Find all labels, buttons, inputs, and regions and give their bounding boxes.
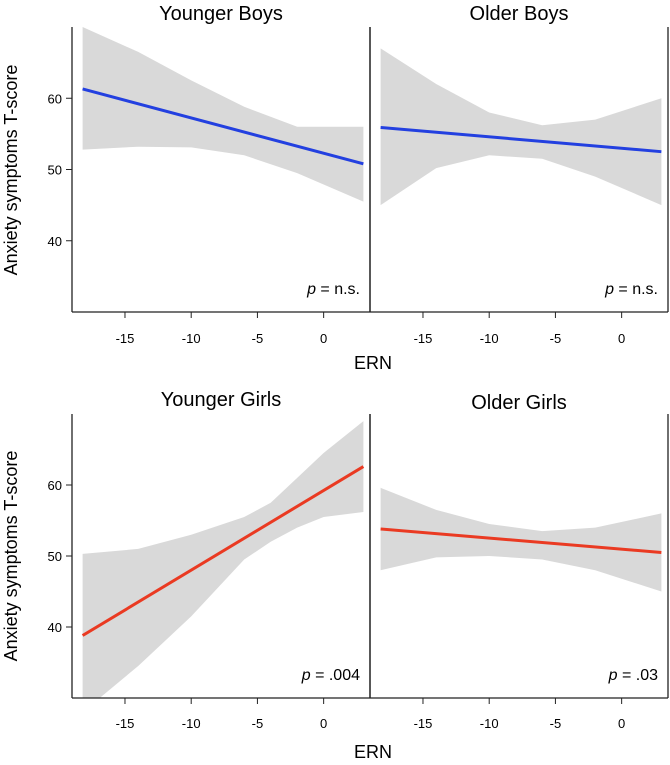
p-value-text: = n.s. bbox=[316, 281, 360, 298]
p-symbol: p bbox=[306, 281, 316, 298]
x-tick-label: -5 bbox=[550, 331, 562, 346]
confidence-band bbox=[82, 27, 364, 202]
x-tick-label: -10 bbox=[480, 331, 499, 346]
x-tick-label: -5 bbox=[550, 716, 562, 731]
regression-line bbox=[82, 87, 364, 166]
confidence-band bbox=[82, 421, 364, 698]
x-axis-label-bottom: ERN bbox=[354, 742, 392, 762]
x-tick-label: -15 bbox=[116, 716, 135, 731]
p-value-text: = n.s. bbox=[614, 281, 658, 298]
panel-title: Younger Girls bbox=[161, 389, 281, 411]
p-value-text: = .03 bbox=[618, 667, 659, 684]
regression-line bbox=[380, 527, 662, 554]
panel-older-boys: -15 -10 -5 0 Older Boys p = n.s. bbox=[369, 3, 669, 346]
x-tick-label: -5 bbox=[252, 716, 264, 731]
y-axis-label-bottom: Anxiety symptoms T-score bbox=[1, 451, 21, 662]
panel-younger-girls: -15 -10 -5 0 40 50 60 Younger Girls p = .004 bbox=[48, 389, 371, 731]
y-tick-label: 40 bbox=[48, 620, 62, 635]
p-value-label: p = .004 bbox=[301, 667, 360, 684]
panel-younger-boys: -15 -10 -5 0 40 50 60 Younger Boys p = n.s. bbox=[48, 3, 371, 346]
p-value-label: p = n.s. bbox=[306, 281, 360, 298]
x-tick-label: -15 bbox=[414, 331, 433, 346]
x-tick-label: 0 bbox=[320, 331, 327, 346]
x-tick-label: 0 bbox=[618, 331, 625, 346]
panel-title: Younger Boys bbox=[159, 3, 283, 25]
panel-title: Older Boys bbox=[470, 3, 569, 25]
x-tick-label: -15 bbox=[414, 716, 433, 731]
x-tick-label: 0 bbox=[618, 716, 625, 731]
x-tick-label: -10 bbox=[182, 331, 201, 346]
x-tick-label: -15 bbox=[116, 331, 135, 346]
x-axis-label-top: ERN bbox=[354, 353, 392, 373]
panel-older-girls: -15 -10 -5 0 Older Girls p = .03 bbox=[369, 392, 669, 731]
p-symbol: p bbox=[301, 667, 311, 684]
x-tick-label: -10 bbox=[480, 716, 499, 731]
y-tick-label: 60 bbox=[48, 478, 62, 493]
confidence-band bbox=[380, 48, 662, 206]
y-axis-label-top: Anxiety symptoms T-score bbox=[1, 65, 21, 276]
x-tick-label: 0 bbox=[320, 716, 327, 731]
regression-line bbox=[81, 465, 365, 637]
p-symbol: p bbox=[608, 667, 618, 684]
p-symbol: p bbox=[604, 281, 614, 298]
x-tick-label: -10 bbox=[182, 716, 201, 731]
y-tick-label: 40 bbox=[48, 234, 62, 249]
y-tick-label: 50 bbox=[48, 163, 62, 178]
p-value-text: = .004 bbox=[311, 667, 360, 684]
x-tick-label: -5 bbox=[252, 331, 264, 346]
regression-line bbox=[380, 125, 662, 154]
panel-title: Older Girls bbox=[471, 392, 567, 414]
y-tick-label: 50 bbox=[48, 549, 62, 564]
y-tick-label: 60 bbox=[48, 91, 62, 106]
p-value-label: p = n.s. bbox=[604, 281, 658, 298]
p-value-label: p = .03 bbox=[608, 667, 658, 684]
